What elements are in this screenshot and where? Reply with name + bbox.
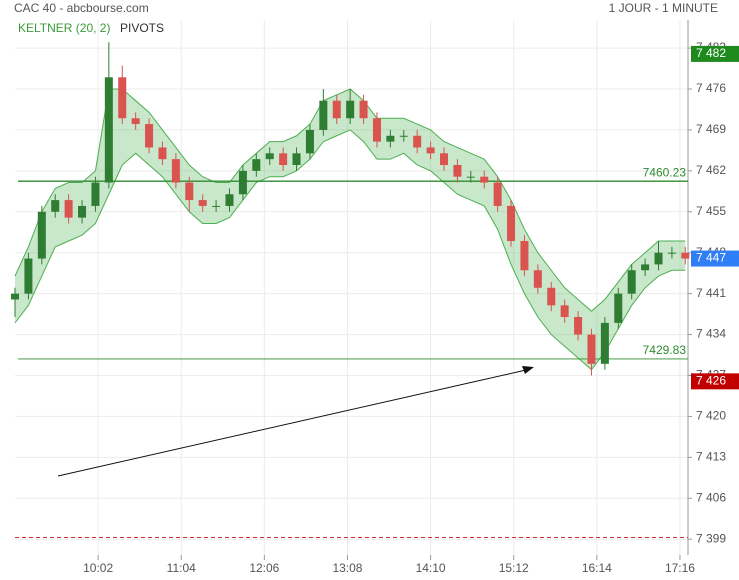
candle-body	[279, 153, 288, 166]
x-tick-label: 12:06	[249, 561, 279, 575]
chart-subtitle: 1 JOUR - 1 MINUTE	[609, 1, 718, 15]
arrow-head	[522, 366, 534, 374]
y-tick-label: 7 413	[696, 450, 726, 464]
candle-body	[24, 258, 33, 294]
candle-body	[118, 77, 127, 119]
y-tick-label: 7 469	[696, 122, 726, 136]
x-tick-label: 10:02	[83, 561, 113, 575]
y-tick-label: 7 420	[696, 409, 726, 423]
y-tick-label: 7 434	[696, 327, 726, 341]
candle-body	[453, 165, 462, 177]
y-tick-label: 7 406	[696, 490, 726, 504]
x-tick-label: 14:10	[416, 561, 446, 575]
x-tick-label: 13:08	[332, 561, 362, 575]
legend-keltner[interactable]: KELTNER (20, 2)	[18, 21, 110, 35]
candle-body	[440, 153, 449, 166]
candle-body	[493, 182, 502, 206]
candle-body	[158, 147, 167, 160]
price-tag-label: 7 447	[696, 251, 726, 265]
candle-body	[265, 153, 274, 160]
y-tick-label: 7 399	[696, 531, 726, 545]
candle-body	[507, 205, 516, 242]
candle-body	[667, 252, 676, 254]
y-tick-label: 7 476	[696, 81, 726, 95]
x-tick-label: 15:12	[499, 561, 529, 575]
candle-body	[64, 200, 73, 218]
candle-body	[225, 194, 234, 206]
candle-body	[614, 293, 623, 323]
candle-body	[600, 322, 609, 364]
candle-body	[185, 182, 194, 201]
candle-body	[37, 211, 46, 259]
candle-body	[238, 170, 247, 195]
candle-body	[654, 252, 663, 265]
candle-body	[131, 118, 140, 125]
price-tag	[691, 250, 739, 267]
candle-body	[466, 176, 475, 178]
candle-body	[560, 305, 569, 318]
keltner-fill	[15, 88, 686, 370]
legend-pivots[interactable]: PIVOTS	[120, 21, 164, 35]
candle-body	[547, 287, 556, 306]
candle-body	[346, 100, 355, 119]
price-tag	[691, 373, 739, 390]
candle-body	[386, 135, 395, 142]
candle-body	[51, 200, 60, 212]
price-tag-label: 7 482	[696, 46, 726, 60]
x-tick-label: 16:14	[582, 561, 612, 575]
y-tick-label: 7 441	[696, 286, 726, 300]
candle-body	[319, 100, 328, 130]
candle-body	[91, 182, 100, 206]
keltner-upper	[14, 88, 686, 312]
candle-body	[587, 334, 596, 364]
candle-body	[426, 147, 435, 154]
candle-body	[681, 252, 690, 259]
x-tick-label: 11:04	[167, 561, 196, 575]
candle-body	[145, 124, 154, 148]
chart-title: CAC 40 - abcbourse.com	[14, 1, 149, 15]
candle-body	[359, 100, 368, 119]
y-tick-label: 7 462	[696, 163, 726, 177]
candle-body	[533, 270, 542, 288]
candle-body	[413, 135, 422, 148]
x-tick-label: 17:16	[665, 561, 695, 575]
candle-body	[305, 129, 314, 154]
candle-body	[399, 135, 408, 137]
price-tag	[691, 45, 739, 62]
candle-body	[212, 205, 221, 207]
candle-body	[292, 153, 301, 166]
candle-body	[574, 317, 583, 335]
candle-body	[171, 159, 180, 183]
candle-body	[641, 264, 650, 271]
keltner-lower	[14, 129, 686, 371]
y-tick-label: 7 455	[696, 204, 726, 218]
candle-body	[104, 77, 113, 183]
candle-body	[11, 293, 19, 300]
candle-body	[78, 205, 87, 218]
candle-body	[198, 200, 207, 206]
candle-body	[252, 159, 261, 171]
candle-body	[520, 241, 529, 271]
candle-body	[627, 270, 636, 294]
pivot-label: 7429.83	[643, 343, 687, 357]
price-tag-label: 7 426	[696, 374, 726, 388]
pivot-label: 7460.23	[643, 165, 687, 179]
candle-body	[480, 176, 489, 183]
candle-body	[372, 118, 381, 142]
candle-body	[332, 100, 341, 119]
annotation-arrow	[57, 369, 527, 477]
